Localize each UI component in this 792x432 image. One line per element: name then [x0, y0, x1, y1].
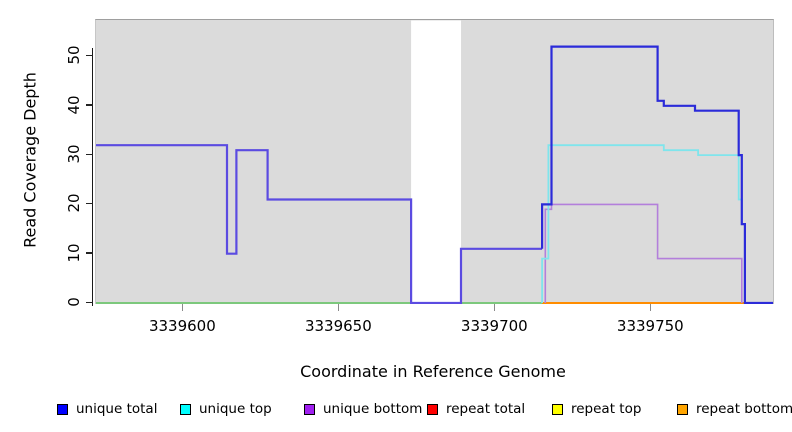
- legend-label: repeat total: [446, 401, 526, 417]
- y-tick: [86, 252, 93, 254]
- legend-label: unique top: [199, 401, 272, 417]
- y-tick-label: 10: [65, 243, 83, 263]
- legend-swatch-icon: [180, 403, 191, 415]
- x-axis-title: Coordinate in Reference Genome: [300, 362, 566, 381]
- y-axis-title: Read Coverage Depth: [20, 72, 40, 248]
- x-tick: [181, 304, 184, 311]
- y-tick-label: 30: [65, 144, 83, 164]
- y-tick: [86, 301, 93, 303]
- y-tick: [86, 104, 93, 106]
- masked-gap-region: [411, 20, 462, 304]
- x-tick-label: 3339650: [304, 317, 372, 335]
- legend-swatch-icon: [677, 403, 688, 415]
- legend-item-repeat-top: repeat top: [552, 401, 641, 417]
- y-tick: [86, 54, 93, 57]
- unique-total-line-1: [541, 45, 773, 304]
- unique-top-line-0: [541, 144, 746, 303]
- x-tick-label: 3339600: [148, 317, 216, 335]
- legend-label: repeat bottom: [696, 401, 792, 417]
- legend-item-repeat-bottom: repeat bottom: [677, 401, 792, 417]
- x-tick-label: 3339700: [460, 317, 528, 335]
- legend-item-repeat-total: repeat total: [427, 401, 525, 417]
- legend-item-unique-top: unique top: [180, 401, 272, 417]
- plot-area: [95, 19, 774, 304]
- y-axis-line: [92, 48, 94, 306]
- legend-item-unique-bottom: unique bottom: [304, 401, 422, 417]
- x-tick-label: 3339750: [616, 317, 684, 335]
- x-tick: [649, 304, 652, 311]
- x-tick: [493, 304, 496, 311]
- unique-total-line-0: [96, 144, 543, 304]
- y-tick-label: 50: [65, 45, 83, 66]
- y-tick: [86, 202, 93, 205]
- legend-swatch-icon: [552, 403, 563, 415]
- legend-label: repeat top: [571, 401, 642, 417]
- y-tick-label: 0: [65, 297, 83, 307]
- legend-item-unique-total: unique total: [57, 401, 157, 417]
- legend-label: unique bottom: [323, 401, 423, 417]
- legend-swatch-icon: [304, 403, 315, 415]
- y-tick-label: 20: [65, 193, 83, 213]
- unique-bottom-line-0: [544, 203, 743, 303]
- y-tick: [86, 153, 93, 155]
- coverage-plot-canvas: [96, 20, 773, 304]
- legend-swatch-icon: [57, 403, 68, 415]
- legend-swatch-icon: [427, 403, 438, 415]
- y-tick-label: 40: [65, 95, 83, 115]
- x-tick: [337, 304, 340, 311]
- legend-label: unique total: [76, 401, 158, 417]
